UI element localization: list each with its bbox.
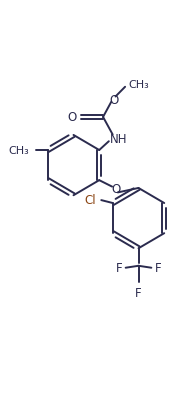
- Text: O: O: [109, 94, 118, 107]
- Text: F: F: [116, 262, 122, 274]
- Text: NH: NH: [110, 133, 127, 146]
- Text: Cl: Cl: [85, 193, 96, 206]
- Text: O: O: [111, 183, 120, 196]
- Text: CH₃: CH₃: [128, 80, 149, 90]
- Text: F: F: [135, 287, 142, 299]
- Text: O: O: [67, 111, 76, 124]
- Text: CH₃: CH₃: [9, 146, 30, 155]
- Text: F: F: [155, 262, 161, 274]
